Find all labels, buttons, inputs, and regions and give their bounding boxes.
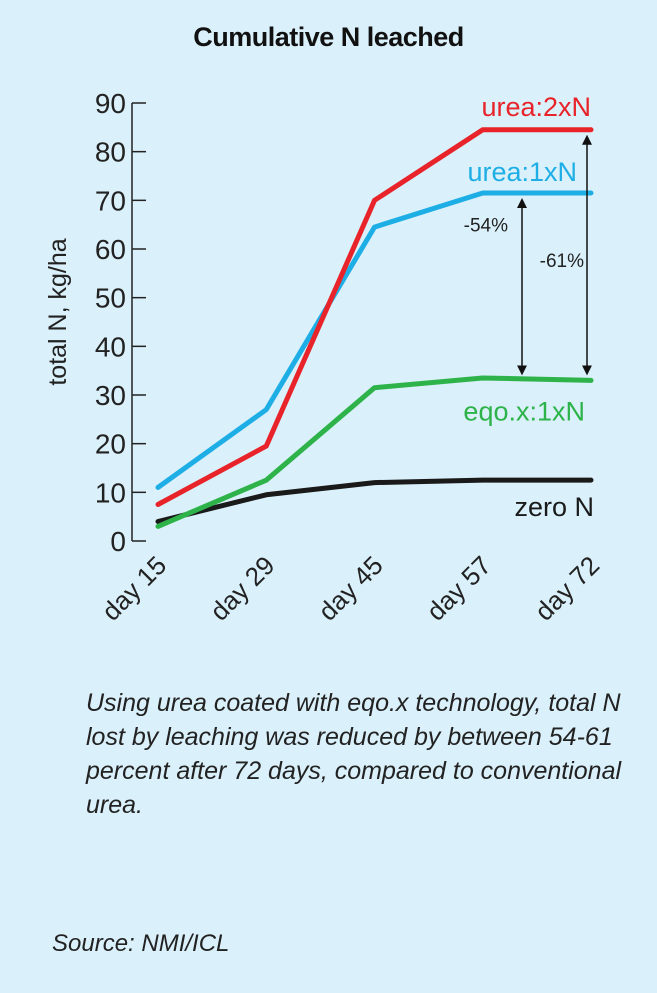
series-label: eqo.x:1xN <box>463 396 585 426</box>
line-chart: 0 10 20 30 40 50 60 70 80 90 total N, kg/ha day 15 d… <box>44 88 605 626</box>
y-tick-label: 20 <box>95 429 126 460</box>
y-tick-label: 30 <box>95 380 126 411</box>
caption: Using urea coated with eqo.x technology,… <box>86 689 622 819</box>
series-label: urea:1xN <box>467 157 577 187</box>
series-layer <box>155 127 594 529</box>
y-tick-label: 50 <box>95 283 126 314</box>
y-tick-label: 0 <box>110 526 126 557</box>
series-line-zero-n <box>155 477 594 525</box>
y-axis-label: total N, kg/ha <box>44 238 72 385</box>
chart-title: Cumulative N leached <box>193 22 464 52</box>
y-tick-label: 90 <box>95 88 126 119</box>
y-tick-label: 80 <box>95 137 126 168</box>
reduction-label: -54% <box>464 216 508 237</box>
y-tick-label: 10 <box>95 477 126 508</box>
y-tick-label: 70 <box>95 185 126 216</box>
reduction-label: -61% <box>540 251 584 272</box>
x-tick-label: day 45 <box>312 550 388 626</box>
series-line-urea-2xn <box>155 127 594 507</box>
source-note: Source: NMI/ICL <box>52 930 230 957</box>
annotation-layer: -54% -61% <box>464 134 592 376</box>
x-tick-label: day 72 <box>529 550 605 626</box>
series-label: zero N <box>514 492 594 522</box>
x-tick-label: day 57 <box>421 550 497 626</box>
series-label: urea:2xN <box>481 92 591 122</box>
series-line-eqo-x-1xn <box>155 375 594 529</box>
y-tick-label: 60 <box>95 234 126 265</box>
series-line-urea-1xn <box>155 190 594 490</box>
x-tick-label: day 15 <box>96 550 172 626</box>
x-tick-label: day 29 <box>204 550 280 626</box>
y-tick-label: 40 <box>95 331 126 362</box>
label-layer: urea:2xN urea:1xN eqo.x:1xN zero N <box>463 92 594 522</box>
